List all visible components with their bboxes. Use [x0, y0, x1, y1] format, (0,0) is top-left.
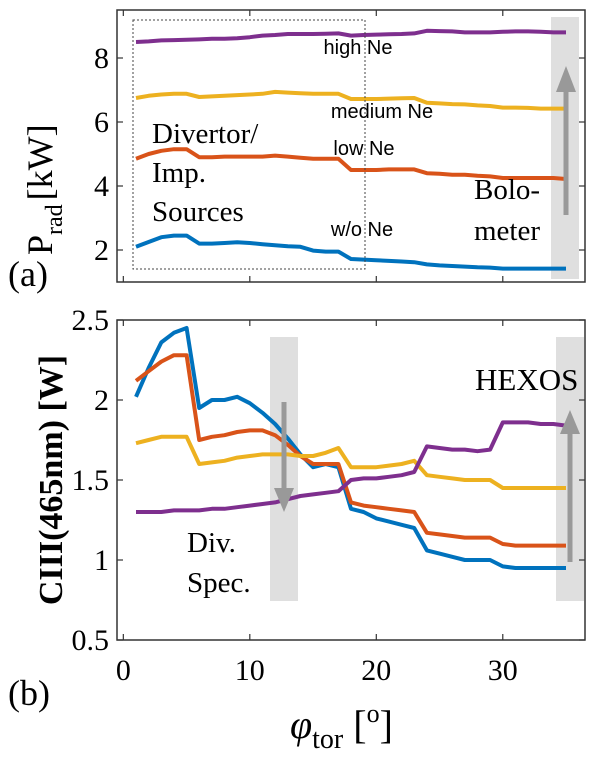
hexos-arrow-head — [560, 410, 580, 434]
divspec-text-line1: Div. — [187, 527, 236, 559]
ylabel-unit: [kW] — [20, 124, 60, 200]
series-line-2 — [135, 89, 566, 111]
panel-a-axes — [116, 9, 586, 283]
series-line-4 — [136, 420, 567, 514]
xlabel-phi: φ — [290, 702, 312, 747]
panel-b-label: (b) — [8, 673, 50, 713]
bolometer-arrow — [556, 66, 576, 215]
series-line-3 — [135, 147, 567, 181]
divertor-text-line2: Imp. — [152, 157, 206, 189]
bolometer-arrow-head — [556, 66, 576, 92]
divertor-region-box — [132, 19, 366, 270]
y-tick-label: 0.5 — [72, 624, 110, 657]
label-high-ne: high Ne — [324, 37, 393, 59]
y-tick-label: 2 — [94, 234, 109, 267]
x-tick-label: 0 — [116, 654, 131, 687]
divspec-text-line2: Spec. — [187, 567, 251, 599]
panel-b-ticks: 0 10 20 30 0.5 1 1.5 2 2.5 — [72, 304, 585, 687]
divspec-arrow-head — [274, 488, 294, 512]
y-tick-label: 4 — [94, 170, 109, 203]
series-line-1 — [135, 28, 566, 44]
series-line-1 — [134, 326, 566, 570]
x-tick-label: 30 — [488, 654, 518, 687]
y-tick-label: 1.5 — [72, 464, 110, 497]
panel-b: 0 10 20 30 0.5 1 1.5 2 2.5 HEXOS Div. Spec. CIII… — [8, 304, 586, 755]
panel-b-xlabel: φtor [o] — [290, 699, 393, 755]
panel-b-ylabel: CIII(465nm) [W] — [33, 355, 70, 605]
ylabel-p: P — [20, 235, 60, 255]
y-tick-label: 1 — [94, 544, 109, 577]
panel-a-series — [135, 28, 567, 271]
divertor-text-line1: Divertor/ — [152, 118, 259, 150]
label-medium-ne: medium Ne — [331, 101, 433, 123]
hexos-text: HEXOS — [475, 362, 578, 397]
y-tick-label: 2 — [94, 384, 109, 417]
ylabel-rad-subscript: rad — [42, 204, 68, 235]
panel-a: 2 4 6 8 high Ne medium Ne low Ne w/o Ne Div… — [8, 9, 586, 294]
label-low-ne: low Ne — [333, 138, 394, 160]
xlabel-tor-subscript: tor — [312, 724, 344, 755]
y-tick-label: 6 — [94, 106, 109, 139]
bolometer-text-line2: meter — [474, 215, 540, 247]
panel-a-label: (a) — [8, 254, 48, 294]
panel-a-ticks: 2 4 6 8 — [94, 10, 585, 282]
series-line-2 — [134, 353, 566, 548]
panel-b-series — [134, 326, 567, 570]
spectrometer-arrows — [274, 402, 580, 562]
xlabel-unit-open: [ — [353, 702, 366, 747]
series-line-4 — [135, 233, 566, 271]
x-tick-label: 20 — [361, 654, 391, 687]
x-tick-label: 10 — [235, 654, 265, 687]
y-tick-label: 8 — [94, 42, 109, 75]
xlabel-unit-close: ] — [380, 702, 393, 747]
xlabel-unit-sup: o — [367, 699, 380, 728]
panel-a-ylabel: Prad [kW] — [20, 124, 68, 255]
y-tick-label: 2.5 — [72, 304, 110, 337]
bolometer-text-line1: Bolo- — [474, 174, 540, 206]
label-wo-ne: w/o Ne — [330, 219, 393, 241]
series-line-3 — [135, 434, 566, 490]
divertor-text-line3: Sources — [152, 196, 244, 228]
